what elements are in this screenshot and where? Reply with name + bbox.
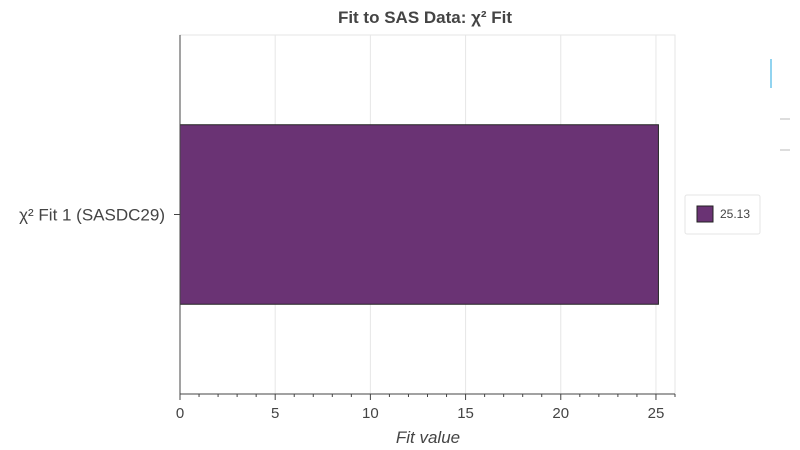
legend[interactable]: 25.13 (684, 194, 761, 235)
x-axis-label: Fit value (396, 428, 460, 447)
legend-label: 25.13 (720, 207, 750, 221)
x-axis-ticks: 0 5 10 15 20 25 (176, 394, 676, 422)
category-label: χ² Fit 1 (SASDC29) (19, 206, 165, 225)
x-tick-label: 15 (457, 405, 474, 422)
y-axis-categories: χ² Fit 1 (SASDC29) (19, 206, 180, 225)
x-tick-label: 25 (648, 405, 665, 422)
x-tick-label: 20 (552, 405, 569, 422)
chart-title: Fit to SAS Data: χ² Fit (338, 8, 512, 27)
toolbar (770, 59, 790, 151)
bars[interactable] (179, 124, 659, 305)
x-tick-label: 10 (362, 405, 379, 422)
legend-box (684, 194, 761, 235)
bar[interactable] (179, 124, 659, 305)
legend-swatch (696, 205, 714, 223)
x-tick-label: 5 (271, 405, 279, 422)
x-tick-label: 0 (176, 405, 184, 422)
